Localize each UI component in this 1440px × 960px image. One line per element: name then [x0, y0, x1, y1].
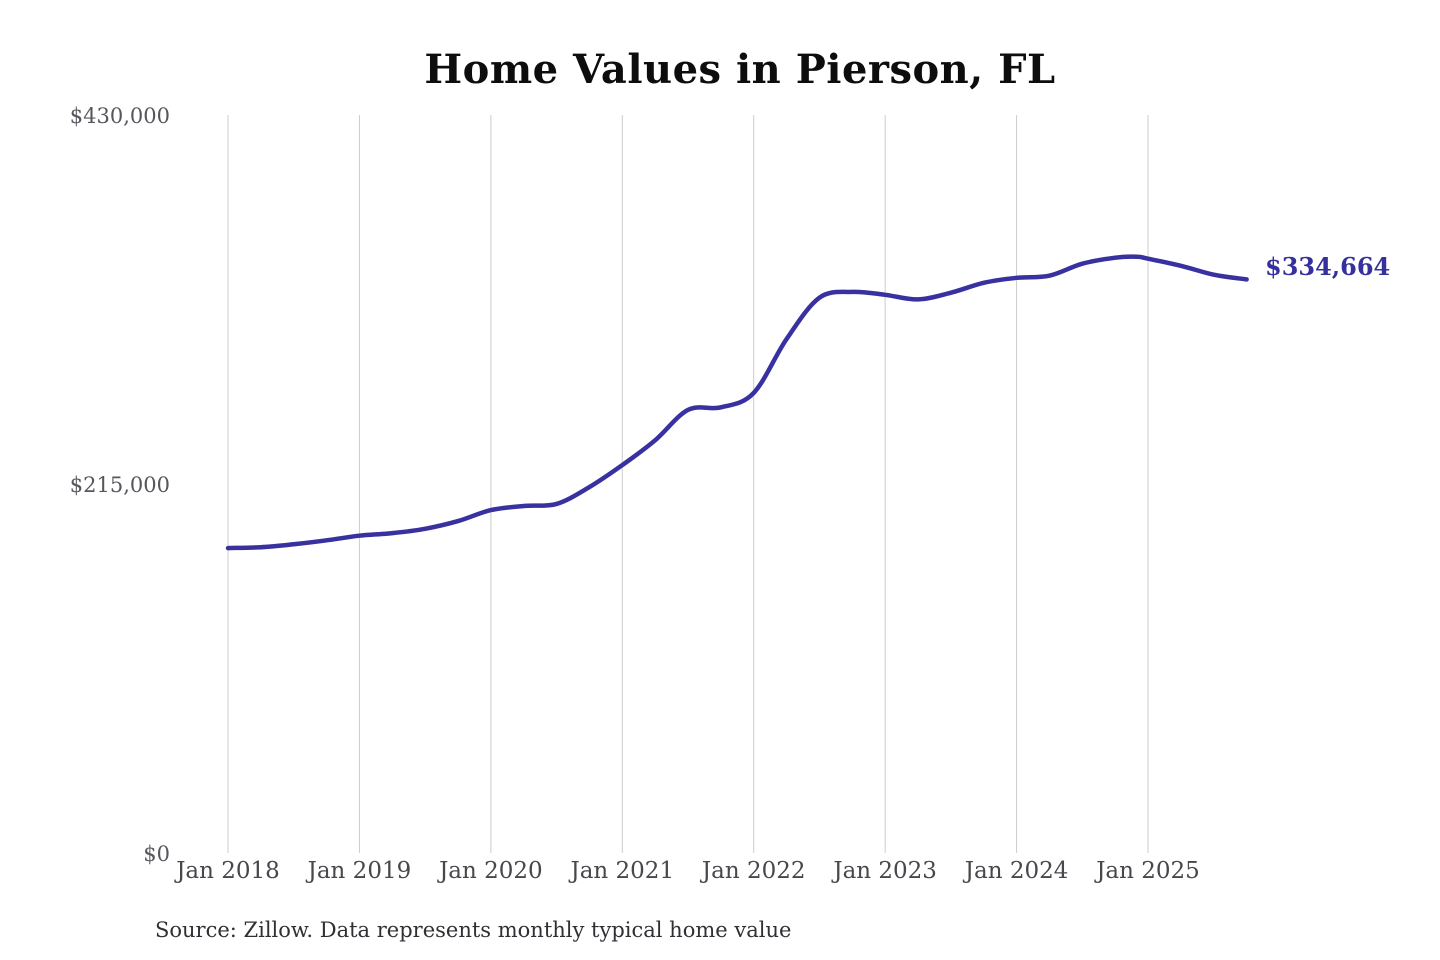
x-axis-tick-label: Jan 2020 — [439, 858, 543, 884]
y-axis-tick-label: $215,000 — [69, 473, 170, 497]
x-axis-tick-label: Jan 2022 — [701, 858, 806, 884]
x-axis-tick-label: Jan 2019 — [307, 858, 412, 884]
x-axis-tick-label: Jan 2025 — [1096, 858, 1200, 884]
chart-title: Home Values in Pierson, FL — [424, 46, 1056, 93]
x-axis-tick-label: Jan 2023 — [833, 858, 937, 884]
y-axis-tick-label: $0 — [143, 842, 170, 867]
x-axis-tick-label: Jan 2024 — [964, 858, 1069, 884]
x-axis-tick-label: Jan 2018 — [176, 858, 280, 884]
home-value-line — [225, 254, 1249, 551]
y-axis-tick-label: $430,000 — [69, 103, 170, 128]
end-value-label: $334,664 — [1265, 252, 1391, 281]
x-axis-tick-label: Jan 2021 — [570, 858, 675, 884]
source-note: Source: Zillow. Data represents monthly … — [155, 918, 792, 942]
